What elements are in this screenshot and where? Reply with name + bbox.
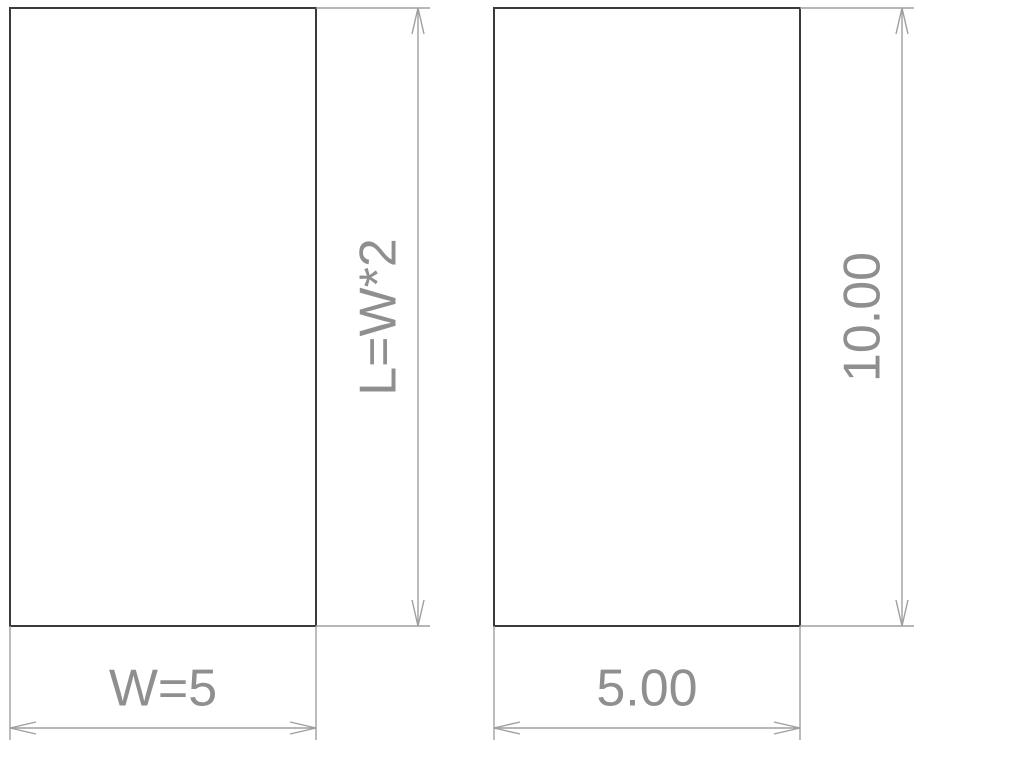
left-height-label: L=W*2: [350, 238, 408, 396]
technical-drawing: W=5 L=W*2 5.00 10.00: [0, 0, 1014, 782]
right-width-label: 5.00: [596, 660, 697, 718]
right-rectangle: [494, 8, 800, 626]
left-rectangle: [10, 8, 316, 626]
right-height-label: 10.00: [834, 252, 892, 382]
left-width-label: W=5: [109, 660, 217, 718]
